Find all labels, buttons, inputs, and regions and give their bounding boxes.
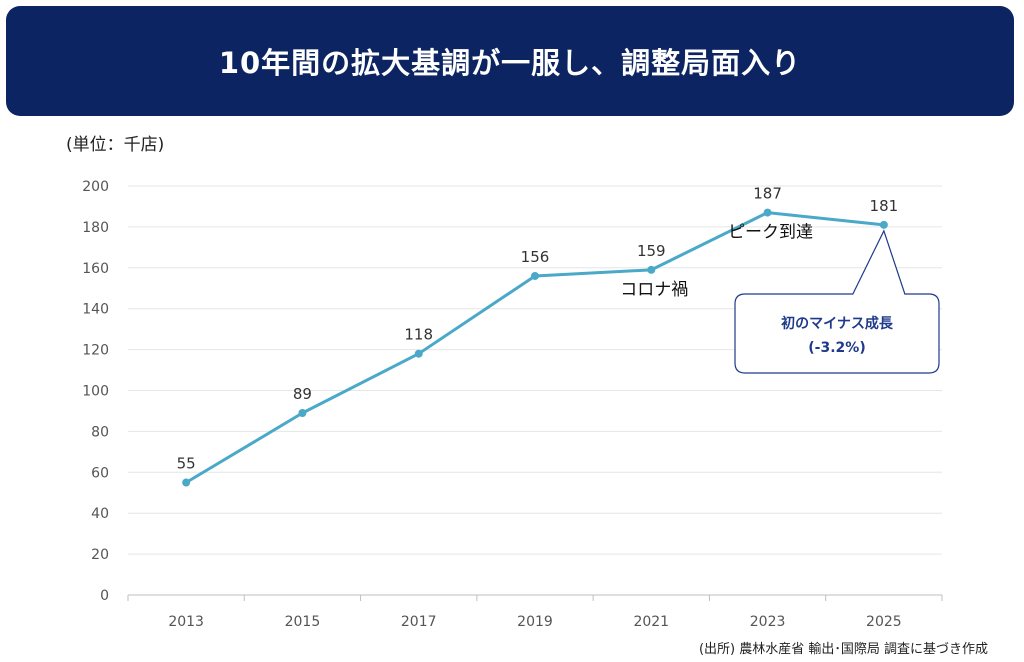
y-tick-label: 80 — [91, 424, 109, 440]
y-tick-label: 120 — [82, 343, 109, 359]
y-tick-label: 100 — [82, 384, 109, 400]
y-tick-label: 0 — [100, 588, 109, 604]
source-note: (出所) 農林水産省 輸出･国際局 調査に基づき作成 — [699, 638, 988, 657]
y-tick-label: 180 — [82, 220, 109, 236]
x-tick-label: 2025 — [866, 614, 902, 630]
data-label: 89 — [293, 385, 312, 403]
y-tick-label: 40 — [91, 506, 109, 522]
y-tick-label: 20 — [91, 547, 109, 563]
data-point — [531, 272, 539, 280]
x-tick-label: 2023 — [750, 614, 786, 630]
x-tick-label: 2017 — [401, 614, 437, 630]
data-point — [764, 209, 772, 217]
line-chart: 0 20 40 60 80 100 120 140 160 180 200 2013 2015 2017 2… — [0, 0, 1024, 662]
data-point — [647, 266, 655, 274]
callout-line2: (-3.2%) — [808, 340, 865, 356]
data-point — [298, 409, 306, 417]
y-tick-label: 200 — [82, 179, 109, 195]
data-label: 55 — [177, 455, 196, 473]
annotation-label: ピーク到達 — [728, 223, 813, 243]
data-point — [880, 221, 888, 229]
y-tick-label: 160 — [82, 261, 109, 277]
x-tick-label: 2021 — [633, 614, 669, 630]
data-label: 156 — [521, 248, 550, 266]
x-tick-label: 2015 — [285, 614, 321, 630]
data-label: 187 — [753, 185, 782, 203]
data-label: 159 — [637, 242, 666, 260]
y-tick-label: 60 — [91, 465, 109, 481]
data-label: 181 — [870, 197, 899, 215]
x-tick-label: 2019 — [517, 614, 553, 630]
data-point — [415, 350, 423, 358]
y-tick-label: 140 — [82, 302, 109, 318]
data-point — [182, 479, 190, 487]
annotation-label: コロナ禍 — [620, 280, 688, 300]
callout-line1: 初のマイナス成長 — [781, 315, 894, 332]
x-tick-label: 2013 — [168, 614, 204, 630]
data-label: 118 — [404, 326, 433, 344]
